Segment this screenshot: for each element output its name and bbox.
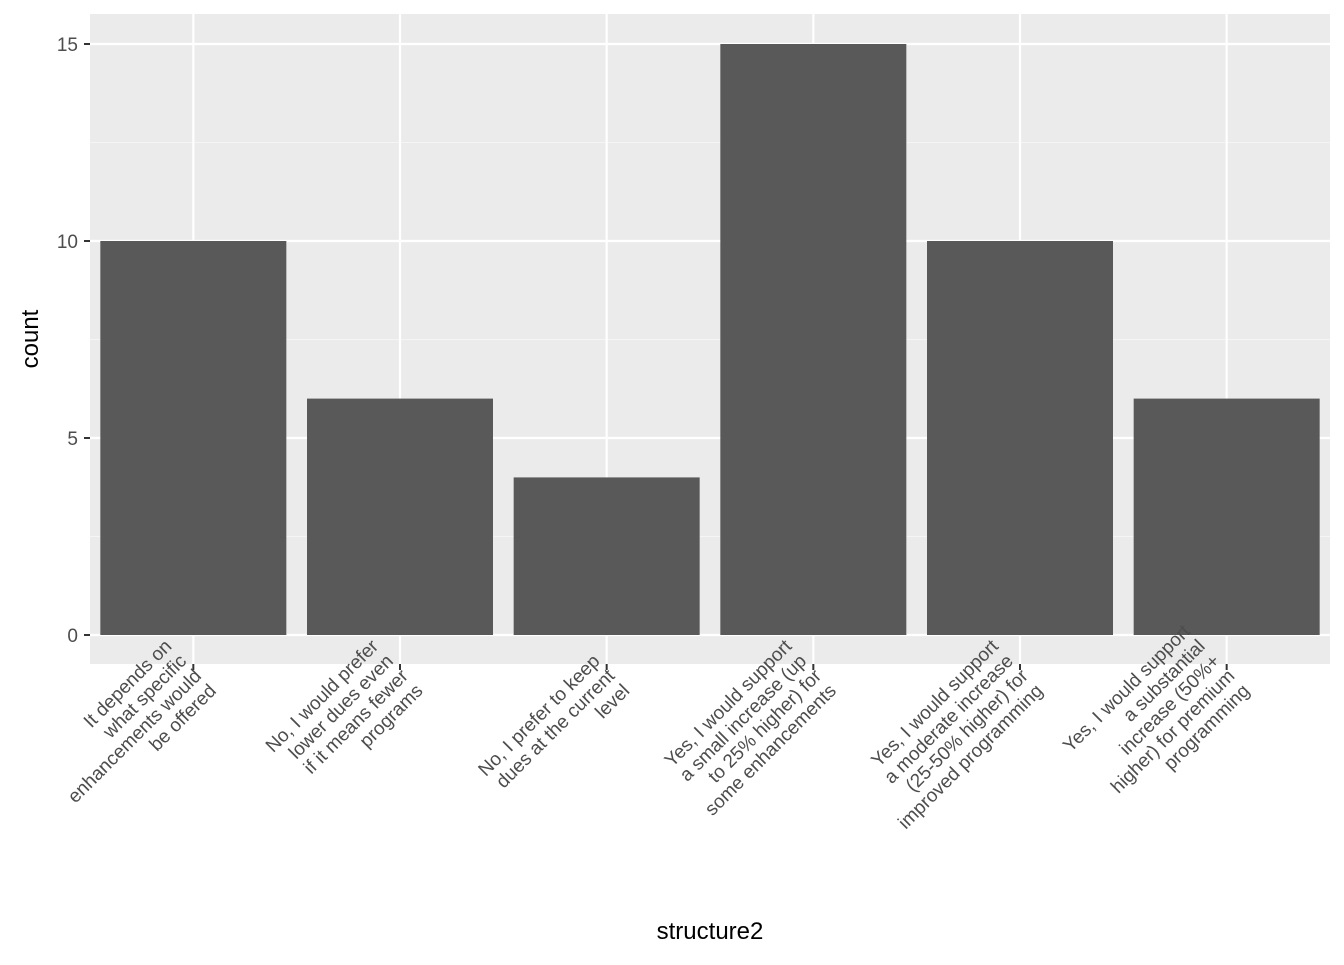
bar (720, 44, 907, 635)
bar (513, 477, 700, 635)
y-tick-label: 5 (67, 429, 78, 450)
bar (100, 241, 287, 635)
y-axis-title: count (17, 309, 44, 368)
bars (100, 44, 1320, 635)
y-axis: 0 5 10 15 (57, 35, 90, 647)
x-axis-title: structure2 (657, 918, 764, 945)
y-tick-label: 15 (57, 35, 78, 56)
bar (927, 241, 1113, 635)
bar (307, 398, 493, 635)
y-tick-label: 0 (67, 626, 78, 647)
y-tick-label: 10 (57, 232, 78, 253)
bar (1133, 398, 1320, 635)
x-tick-label-line: No, I prefer to keep (475, 651, 605, 781)
